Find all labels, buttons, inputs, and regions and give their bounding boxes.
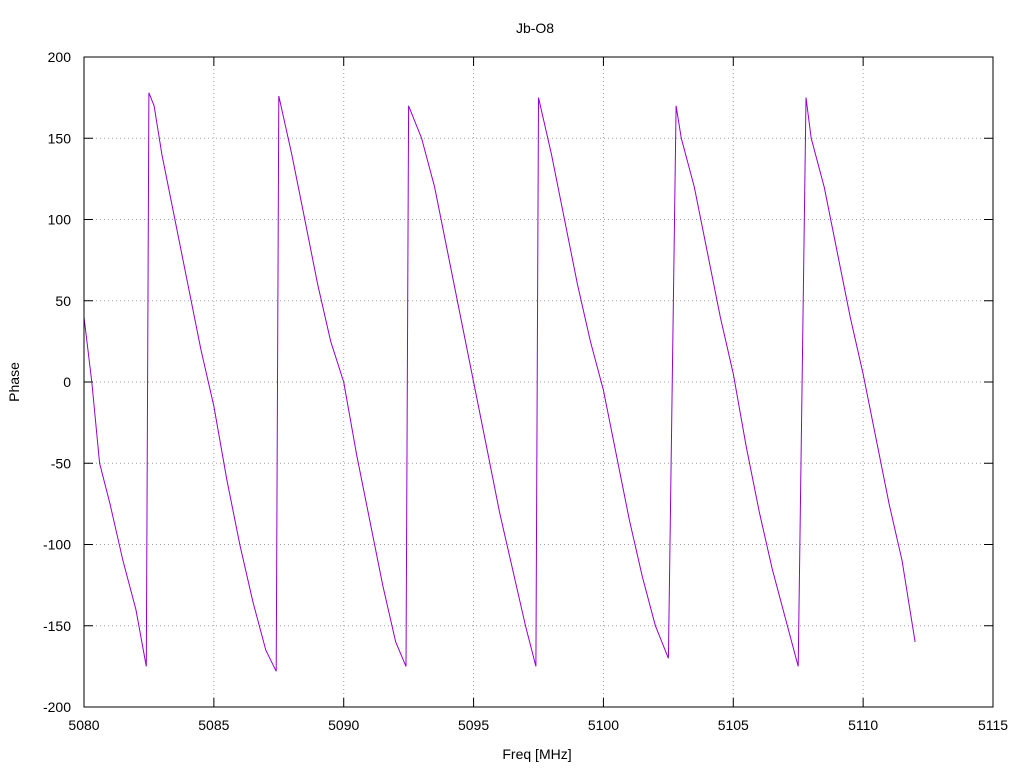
y-tick-label: -50 [51,455,71,471]
x-axis-label: Freq [MHz] [502,746,571,762]
x-tick-label: 5095 [458,717,489,733]
y-tick-label: -200 [43,699,71,715]
x-tick-label: 5110 [848,717,878,733]
y-tick-label: -150 [43,618,71,634]
plot-border [83,56,994,708]
y-axis-label: Phase [6,362,22,402]
x-tick-label: 5090 [328,717,359,733]
y-tick-label: 100 [48,212,72,228]
x-tick-label: 5080 [68,717,99,733]
series-line-phase [83,92,916,672]
y-tick-label: 50 [55,293,71,309]
y-tick-labels: 200 150 100 50 0 -50 -100 -150 -200 [43,49,71,715]
y-tick-label: 150 [48,130,72,146]
y-tick-label: 200 [48,49,72,65]
x-tick-label: 5115 [978,717,1008,733]
y-tick-label: 0 [63,374,71,390]
x-tick-labels: 5080 5085 5090 5095 5100 5105 5110 5115 [68,717,1008,733]
x-tick-label: 5105 [718,717,749,733]
x-tick-label: 5100 [588,717,619,733]
x-tick-label: 5085 [198,717,229,733]
chart-title: Jb-O8 [516,20,554,36]
y-tick-label: -100 [43,537,71,553]
